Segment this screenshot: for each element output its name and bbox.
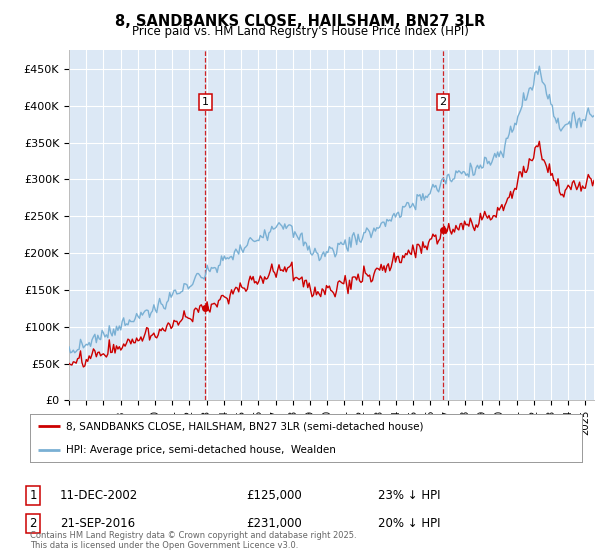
Text: 8, SANDBANKS CLOSE, HAILSHAM, BN27 3LR (semi-detached house): 8, SANDBANKS CLOSE, HAILSHAM, BN27 3LR (… [66,421,424,431]
Text: Contains HM Land Registry data © Crown copyright and database right 2025.
This d: Contains HM Land Registry data © Crown c… [30,530,356,550]
Text: 1: 1 [29,489,37,502]
Text: 8, SANDBANKS CLOSE, HAILSHAM, BN27 3LR: 8, SANDBANKS CLOSE, HAILSHAM, BN27 3LR [115,14,485,29]
Text: 2: 2 [29,517,37,530]
Text: 2: 2 [439,97,446,107]
Text: 23% ↓ HPI: 23% ↓ HPI [378,489,440,502]
Text: 21-SEP-2016: 21-SEP-2016 [60,517,135,530]
Text: 11-DEC-2002: 11-DEC-2002 [60,489,138,502]
Text: £125,000: £125,000 [246,489,302,502]
Text: 20% ↓ HPI: 20% ↓ HPI [378,517,440,530]
Text: £231,000: £231,000 [246,517,302,530]
Text: HPI: Average price, semi-detached house,  Wealden: HPI: Average price, semi-detached house,… [66,445,336,455]
Text: Price paid vs. HM Land Registry's House Price Index (HPI): Price paid vs. HM Land Registry's House … [131,25,469,38]
Text: 1: 1 [202,97,209,107]
